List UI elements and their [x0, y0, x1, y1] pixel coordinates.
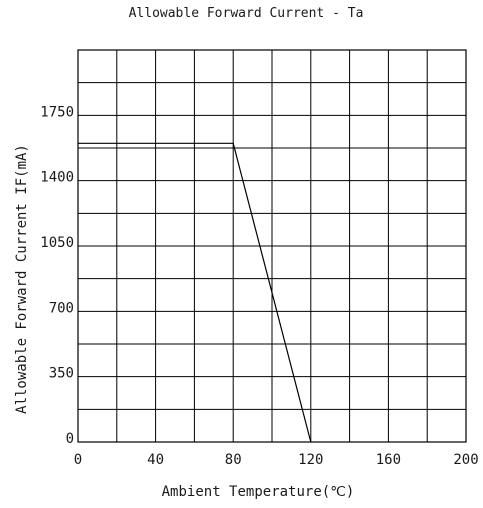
plot-frame: [77, 49, 467, 443]
series-point: [310, 441, 312, 443]
x-tick-label: 120: [298, 452, 323, 468]
y-tick-label: 350: [49, 366, 74, 382]
y-tick-labels: 0 350 700 1050 1400 1750: [40, 104, 74, 447]
y-tick-label: 1400: [40, 170, 74, 186]
y-tick-label: 1750: [40, 104, 74, 120]
x-tick-label: 160: [376, 452, 401, 468]
series-point: [232, 142, 234, 144]
y-tick-label: 0: [66, 431, 74, 447]
plot-border: [77, 49, 467, 443]
chart-title: Allowable Forward Current - Ta: [129, 6, 364, 21]
x-tick-label: 0: [74, 452, 82, 468]
x-tick-label: 200: [453, 452, 478, 468]
x-tick-label: 40: [147, 452, 164, 468]
x-tick-labels: 0 40 80 120 160 200: [74, 452, 479, 468]
series-point: [77, 142, 79, 144]
x-tick-label: 80: [225, 452, 242, 468]
x-axis-label: Ambient Temperature(℃): [162, 484, 355, 500]
y-tick-label: 700: [49, 300, 74, 316]
y-tick-label: 1050: [40, 235, 74, 251]
grid: [78, 50, 466, 442]
series-layer: [77, 142, 312, 443]
y-axis-label: Allowable Forward Current IF(mA): [14, 144, 30, 414]
